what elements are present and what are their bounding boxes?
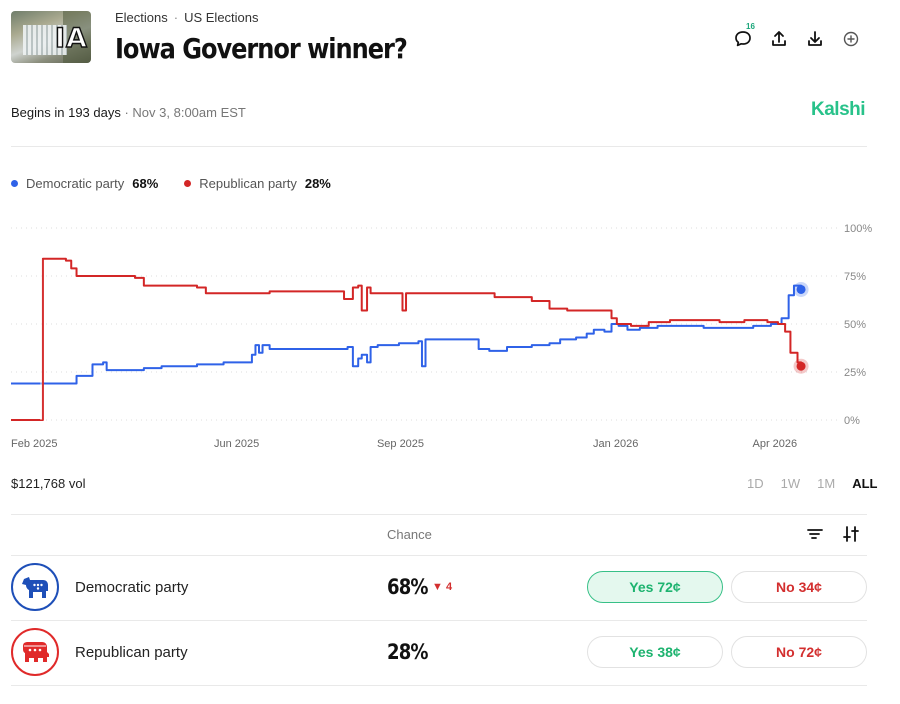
x-tick-label: Sep 2025: [377, 438, 424, 450]
begins-in-text: Begins in 193 days: [11, 105, 121, 120]
buy-yes-button[interactable]: Yes 38¢: [587, 636, 723, 668]
time-range-selector: 1D 1W 1M ALL: [747, 476, 877, 491]
event-timing: Begins in 193 days · Nov 3, 8:00am EST: [11, 105, 246, 120]
range-1w[interactable]: 1W: [780, 476, 801, 491]
tree-shape: [63, 11, 91, 63]
page-title: Iowa Governor winner?: [115, 32, 408, 65]
legend-value: 68%: [132, 176, 159, 191]
filter-button[interactable]: [841, 524, 861, 544]
party-avatar: [11, 628, 59, 676]
comments-count-badge: 16: [746, 22, 755, 31]
chart-legend: Democratic party 68% Republican party 28…: [11, 176, 331, 191]
legend-name: Democratic party: [26, 176, 125, 191]
comment-icon: [735, 31, 751, 47]
y-tick-label: 25%: [844, 367, 866, 379]
buy-no-button[interactable]: No 72¢: [731, 636, 867, 668]
download-button[interactable]: [803, 27, 827, 51]
y-tick-label: 100%: [844, 223, 872, 235]
party-name: Democratic party: [75, 579, 189, 596]
market-image: IA: [11, 11, 91, 63]
x-tick-label: Apr 2026: [752, 438, 797, 450]
range-1d[interactable]: 1D: [747, 476, 764, 491]
chance-value: 28%: [387, 640, 429, 664]
legend-dot-republican: [184, 180, 192, 187]
divider: [11, 146, 867, 147]
kalshi-logo[interactable]: Kalshi: [811, 99, 866, 120]
y-tick-label: 0%: [844, 415, 860, 427]
volume-label: $121,768 vol: [11, 476, 86, 491]
breadcrumb-elections[interactable]: Elections: [115, 10, 168, 25]
end-marker-democratic: [796, 284, 806, 294]
outcome-row-republican[interactable]: Republican party 28% Yes 38¢ No 72¢: [11, 620, 867, 685]
download-icon: [808, 31, 822, 46]
range-all[interactable]: ALL: [852, 476, 878, 491]
share-button[interactable]: [767, 27, 791, 51]
party-name: Republican party: [75, 644, 188, 661]
probability-chart[interactable]: 100% 75% 50% 25% 0% Feb 2025 Jun 2025 Sep 2025 J…: [0, 200, 900, 460]
sliders-icon: [843, 526, 859, 542]
legend-item-republican: Republican party 28%: [184, 176, 331, 191]
y-tick-label: 50%: [844, 319, 866, 331]
chance-change: ▼ 4: [432, 581, 453, 593]
legend-value: 28%: [304, 176, 331, 191]
divider: [11, 685, 867, 686]
buy-no-button[interactable]: No 34¢: [731, 571, 867, 603]
x-tick-label: Jan 2026: [593, 438, 638, 450]
series-line-democratic: [11, 284, 803, 385]
comments-button[interactable]: [731, 27, 755, 51]
y-tick-label: 75%: [844, 271, 866, 283]
democratic-donkey-icon: [22, 577, 48, 598]
legend-dot-democratic: [11, 180, 18, 187]
chance-value: 68%: [387, 575, 429, 599]
plus-circle-icon: [843, 31, 859, 47]
divider: [11, 555, 867, 556]
event-date: · Nov 3, 8:00am EST: [120, 105, 246, 120]
waterfall-shape: [23, 25, 67, 55]
breadcrumb: Elections · US Elections: [115, 10, 259, 25]
divider: [11, 514, 867, 515]
series-line-republican: [11, 257, 803, 421]
legend-item-democratic: Democratic party 68%: [11, 176, 158, 191]
state-abbreviation: IA: [54, 22, 88, 54]
end-marker-republican: [796, 361, 806, 371]
sort-button[interactable]: [805, 524, 825, 544]
add-button[interactable]: [839, 27, 863, 51]
buy-yes-button[interactable]: Yes 72¢: [587, 571, 723, 603]
republican-elephant-icon: [23, 642, 49, 662]
share-icon: [772, 31, 786, 46]
x-tick-label: Jun 2025: [214, 438, 259, 450]
legend-name: Republican party: [199, 176, 297, 191]
breadcrumb-separator: ·: [173, 10, 179, 25]
divider: [11, 620, 867, 621]
chance-column-header: Chance: [387, 527, 432, 542]
breadcrumb-us-elections[interactable]: US Elections: [184, 10, 259, 25]
sort-icon: [807, 529, 823, 539]
outcome-row-democratic[interactable]: Democratic party 68% ▼ 4 Yes 72¢ No 34¢: [11, 555, 867, 620]
range-1m[interactable]: 1M: [817, 476, 836, 491]
x-tick-label: Feb 2025: [11, 438, 57, 450]
party-avatar: [11, 563, 59, 611]
